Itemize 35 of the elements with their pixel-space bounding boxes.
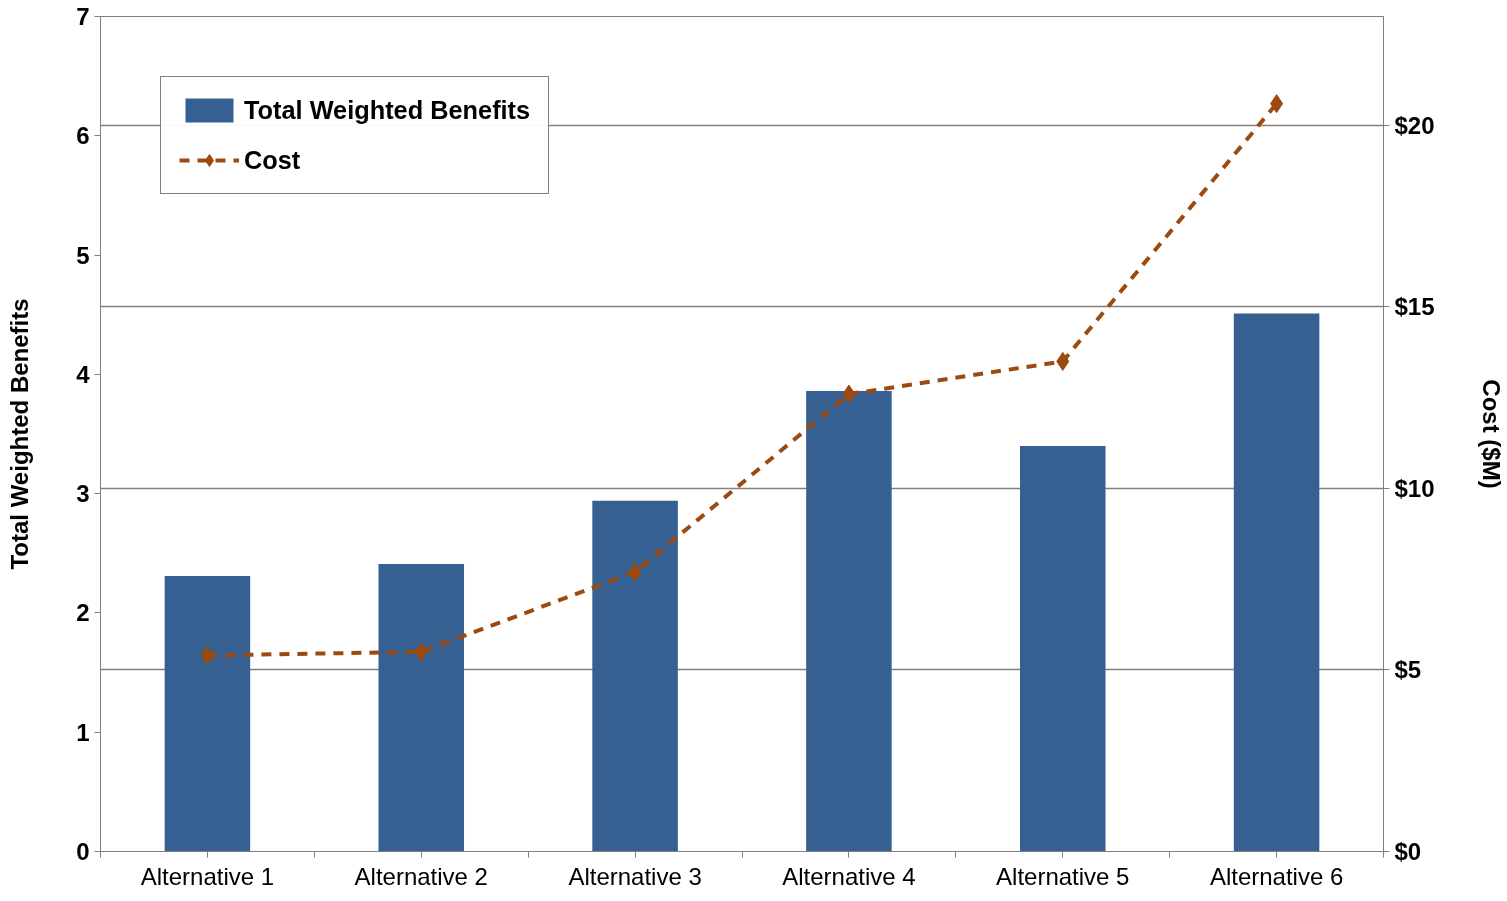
x-tick-label: Alternative 2 <box>354 862 488 890</box>
y-tick-label: 0 <box>76 838 90 865</box>
x-tick-label: Alternative 5 <box>996 862 1130 890</box>
point <box>628 562 642 582</box>
bar <box>1019 445 1106 852</box>
bar <box>592 500 678 852</box>
x-tick-label: Alternative 6 <box>1209 862 1344 890</box>
y2-tick-label: $20 <box>1394 111 1435 139</box>
y2-tick-label: $0 <box>1394 838 1422 865</box>
y2-tick-label: $10 <box>1394 474 1435 502</box>
x-tick-label: Alternative 1 <box>140 862 275 890</box>
y2-axis-title: Cost ($M) <box>1477 379 1505 489</box>
x-tick-label: Alternative 4 <box>782 862 916 890</box>
y-tick-label: 4 <box>76 360 91 388</box>
legend-label: Cost <box>244 145 301 175</box>
y-axis-title: Total Weighted Benefits <box>6 298 34 570</box>
bar <box>1233 313 1320 852</box>
y-tick-label: 3 <box>76 480 90 508</box>
y-tick-label: 6 <box>76 122 90 150</box>
x-tick-label: Alternative 3 <box>568 862 702 890</box>
y-tick-label: 1 <box>76 718 90 746</box>
y-tick-label: 7 <box>76 3 90 30</box>
bar <box>806 391 892 852</box>
point <box>414 642 428 662</box>
point <box>842 384 856 404</box>
legend-label: Total Weighted Benefits <box>244 95 531 125</box>
point <box>1056 351 1070 371</box>
y-tick-label: 2 <box>76 599 90 627</box>
bar <box>164 575 251 852</box>
y2-tick-label: $15 <box>1394 293 1435 321</box>
bar <box>378 564 465 852</box>
y-tick-label: 5 <box>76 241 90 269</box>
point <box>1270 94 1284 114</box>
y2-tick-label: $5 <box>1394 656 1422 684</box>
point <box>200 645 214 665</box>
